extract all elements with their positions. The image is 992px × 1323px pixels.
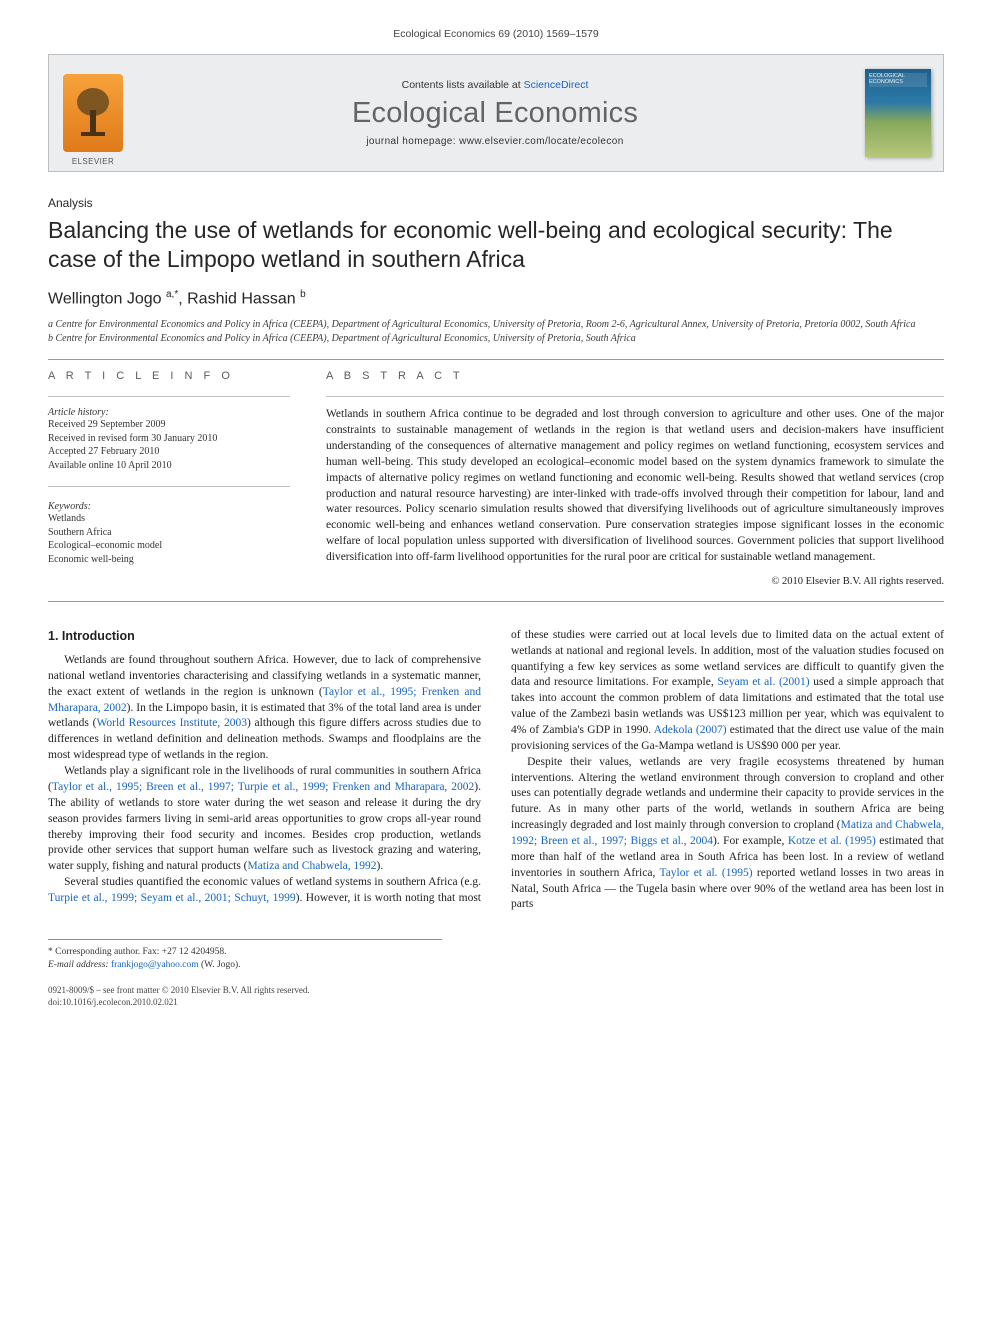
divider xyxy=(48,601,944,602)
publisher-logo-area: ELSEVIER xyxy=(49,55,137,171)
abstract-copyright: © 2010 Elsevier B.V. All rights reserved… xyxy=(326,576,944,587)
body-paragraph: Wetlands are found throughout southern A… xyxy=(48,653,481,764)
email-tail: (W. Jogo). xyxy=(201,960,241,970)
affiliation-b: b Centre for Environmental Economics and… xyxy=(48,332,944,346)
footer-line-1: 0921-8009/$ – see front matter © 2010 El… xyxy=(48,985,944,997)
citation-link[interactable]: Taylor et al. (1995) xyxy=(659,867,752,879)
citation-link[interactable]: Kotze et al. (1995) xyxy=(788,835,876,847)
divider xyxy=(48,486,290,487)
authors: Wellington Jogo a,*, Rashid Hassan b xyxy=(48,289,944,308)
section-heading-1: 1. Introduction xyxy=(48,628,481,645)
citation-link[interactable]: World Resources Institute, 2003 xyxy=(96,717,247,729)
footer-copyright: 0921-8009/$ – see front matter © 2010 El… xyxy=(48,985,944,1008)
journal-name: Ecological Economics xyxy=(352,97,638,130)
banner-center: Contents lists available at ScienceDirec… xyxy=(137,55,853,171)
abstract-text: Wetlands in southern Africa continue to … xyxy=(326,407,944,566)
sciencedirect-link[interactable]: ScienceDirect xyxy=(524,79,589,91)
article-info-head: A R T I C L E I N F O xyxy=(48,370,290,382)
elsevier-tree-icon: ELSEVIER xyxy=(63,74,123,152)
journal-homepage: journal homepage: www.elsevier.com/locat… xyxy=(366,136,623,147)
text-run: ). For example, xyxy=(713,835,788,847)
body-paragraph: Wetlands play a significant role in the … xyxy=(48,764,481,875)
text-run: Several studies quantified the economic … xyxy=(64,876,481,888)
divider xyxy=(326,396,944,397)
contents-line-pre: Contents lists available at xyxy=(402,79,524,91)
citation-link[interactable]: Matiza and Chabwela, 1992 xyxy=(248,860,377,872)
publisher-label: ELSEVIER xyxy=(72,157,114,166)
article-info-column: A R T I C L E I N F O Article history: R… xyxy=(48,370,290,587)
keywords-body: WetlandsSouthern AfricaEcological–econom… xyxy=(48,512,290,566)
citation-link[interactable]: Adekola (2007) xyxy=(654,724,727,736)
article-section-label: Analysis xyxy=(48,196,944,210)
cover-title: ECOLOGICAL ECONOMICS xyxy=(869,73,927,85)
history-body: Received 29 September 2009Received in re… xyxy=(48,418,290,472)
email-link[interactable]: frankjogo@yahoo.com xyxy=(111,960,199,970)
info-abstract-row: A R T I C L E I N F O Article history: R… xyxy=(48,370,944,587)
cover-thumb-area: ECOLOGICAL ECONOMICS xyxy=(853,55,943,171)
citation-link[interactable]: Taylor et al., 1995; Breen et al., 1997;… xyxy=(52,781,474,793)
divider xyxy=(48,359,944,360)
journal-banner: ELSEVIER Contents lists available at Sci… xyxy=(48,54,944,172)
corresponding-author: * Corresponding author. Fax: +27 12 4204… xyxy=(48,946,442,958)
article-body: 1. Introduction Wetlands are found throu… xyxy=(48,628,944,913)
footnotes: * Corresponding author. Fax: +27 12 4204… xyxy=(48,939,442,971)
affiliation-a: a Centre for Environmental Economics and… xyxy=(48,318,944,332)
email-label: E-mail address: xyxy=(48,960,109,970)
abstract-column: A B S T R A C T Wetlands in southern Afr… xyxy=(326,370,944,587)
body-paragraph: Despite their values, wetlands are very … xyxy=(511,755,944,914)
affiliations: a Centre for Environmental Economics and… xyxy=(48,318,944,345)
running-head: Ecological Economics 69 (2010) 1569–1579 xyxy=(48,28,944,40)
citation-link[interactable]: Seyam et al. (2001) xyxy=(717,676,809,688)
article-title: Balancing the use of wetlands for econom… xyxy=(48,216,944,275)
corresponding-email: E-mail address: frankjogo@yahoo.com (W. … xyxy=(48,959,442,971)
journal-cover-thumb: ECOLOGICAL ECONOMICS xyxy=(865,69,931,157)
contents-line: Contents lists available at ScienceDirec… xyxy=(402,79,589,91)
abstract-head: A B S T R A C T xyxy=(326,370,944,382)
keywords-title: Keywords: xyxy=(48,501,290,512)
history-title: Article history: xyxy=(48,407,290,418)
citation-link[interactable]: Turpie et al., 1999; Seyam et al., 2001;… xyxy=(48,892,296,904)
text-run: ). xyxy=(377,860,384,872)
text-run: ). The ability of wetlands to store wate… xyxy=(48,781,481,872)
footer-line-2: doi:10.1016/j.ecolecon.2010.02.021 xyxy=(48,997,944,1009)
divider xyxy=(48,396,290,397)
